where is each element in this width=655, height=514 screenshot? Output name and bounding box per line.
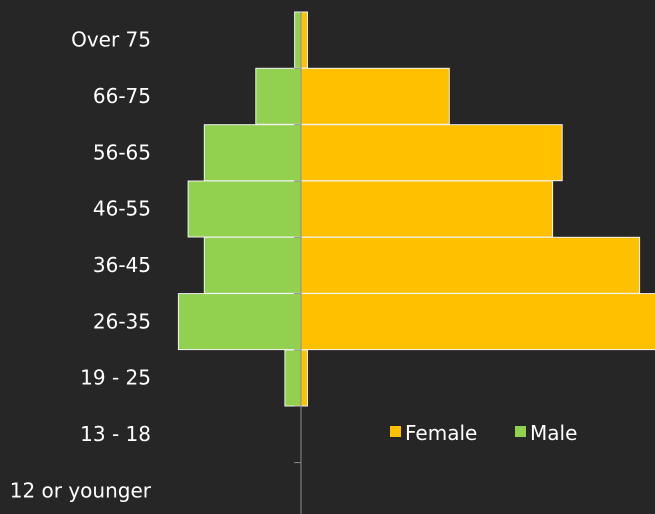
category-labels: 12 or younger 13 - 18 19 - 25 26-35 36-45 46-… — [10, 28, 152, 503]
bar-female-19-25 — [300, 349, 308, 407]
legend-label-male: Male — [530, 421, 577, 445]
category-label: 66-75 — [93, 84, 151, 108]
bar-male-19-25 — [284, 349, 302, 407]
bar-female-over-75 — [300, 11, 308, 69]
legend[interactable]: Female Male — [390, 421, 577, 445]
bar-female-26-35 — [300, 293, 655, 351]
bar-female-66-75 — [300, 67, 450, 125]
bar-male-over-75 — [294, 11, 302, 69]
bars-layer — [177, 11, 655, 407]
category-label: 12 or younger — [10, 478, 152, 502]
category-label: 56-65 — [93, 140, 151, 164]
category-axis — [294, 12, 302, 514]
category-label: Over 75 — [71, 28, 151, 52]
legend-label-female: Female — [405, 421, 477, 445]
legend-swatch-male — [515, 426, 526, 437]
category-label: 19 - 25 — [80, 366, 151, 390]
bar-male-26-35 — [177, 293, 302, 351]
category-label: 26-35 — [93, 309, 151, 333]
bar-male-56-65 — [203, 124, 302, 182]
bar-male-36-45 — [203, 236, 302, 294]
bar-female-46-55 — [300, 180, 554, 238]
bar-female-56-65 — [300, 124, 563, 182]
bar-female-36-45 — [300, 236, 641, 294]
category-label: 36-45 — [93, 253, 151, 277]
bar-male-66-75 — [255, 67, 302, 125]
bar-male-46-55 — [187, 180, 302, 238]
category-label: 13 - 18 — [80, 422, 151, 446]
legend-swatch-female — [390, 426, 401, 437]
category-label: 46-55 — [93, 197, 151, 221]
